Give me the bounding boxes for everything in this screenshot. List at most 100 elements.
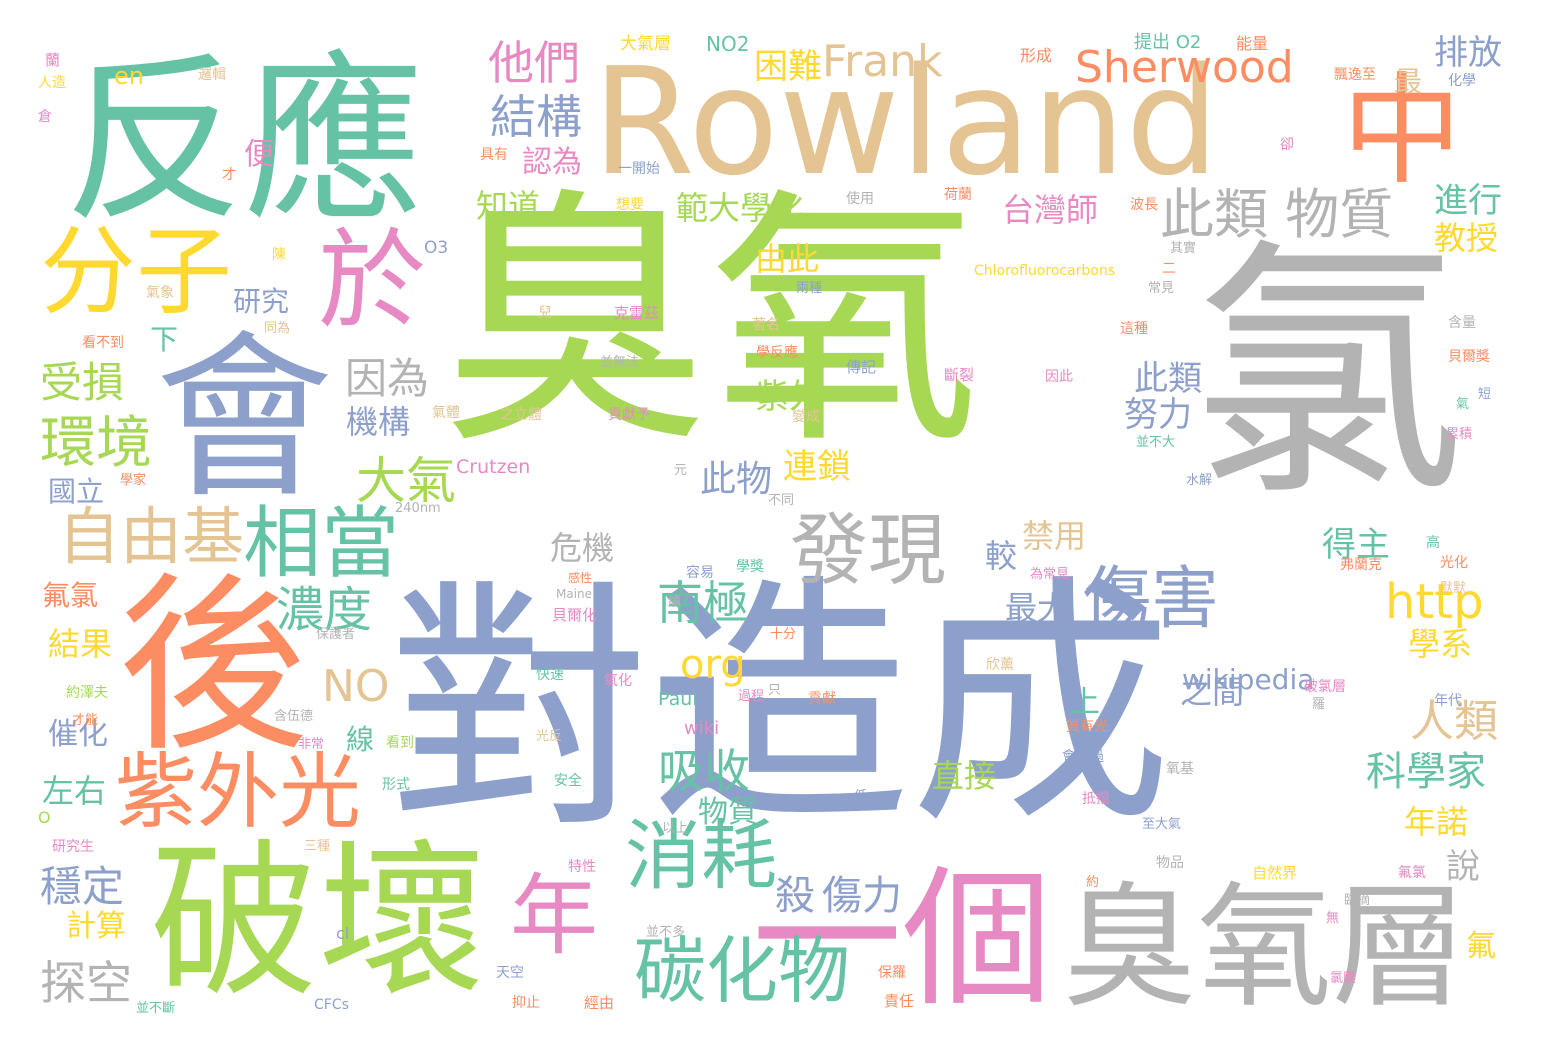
word-renlei: 人類 xyxy=(1410,696,1498,747)
word-rongyi: 容易 xyxy=(686,565,714,581)
word-shangli: 傷力 xyxy=(822,873,902,919)
word-fuliu: 氟氯 xyxy=(42,579,99,612)
word-kandao: 看到 xyxy=(386,735,414,751)
word-yikaishi: 一開始 xyxy=(618,161,660,177)
word-no: NO xyxy=(322,661,390,712)
word-xinxun: 欣薰 xyxy=(986,657,1014,673)
word-yishang: 以上 xyxy=(662,821,689,836)
word-qi: 氣 xyxy=(1456,397,1470,412)
word-fenzi: 分子 xyxy=(40,216,232,328)
word-chen: 陳 xyxy=(272,247,286,263)
word-sherwood: Sherwood xyxy=(1075,42,1294,93)
word-dui: 對 xyxy=(388,558,650,863)
word-wu: 無 xyxy=(1326,911,1340,926)
word-bingbuda: 並不大 xyxy=(1136,435,1176,450)
word-lianshuo: 連鎖 xyxy=(783,447,851,487)
word-cl: cl xyxy=(336,924,350,943)
word-changjian: 常見 xyxy=(1148,281,1175,296)
word-dezhu: 得主 xyxy=(1322,525,1390,565)
word-o3: O3 xyxy=(424,238,449,258)
word-yanjiusheng: 研究生 xyxy=(52,839,94,855)
word-zuida: 最大 xyxy=(1005,589,1070,627)
word-jinyong: 禁用 xyxy=(1022,517,1087,555)
word-jingyou: 經由 xyxy=(584,994,615,1012)
word-kuaisu: 快速 xyxy=(536,667,564,683)
word-weiji: 危機 xyxy=(550,529,615,567)
word-zhidao: 知道 xyxy=(476,187,541,225)
word-leiji: 累積 xyxy=(1446,427,1473,442)
word-nuli: 努力 xyxy=(1124,395,1192,435)
word-crutzen: Crutzen xyxy=(456,456,531,478)
word-duan: 短 xyxy=(1478,387,1492,402)
word-piaoyizhi: 飄逸至 xyxy=(1334,67,1376,83)
word-xian: 線 xyxy=(346,723,375,756)
word-qiti: 氣體 xyxy=(432,405,460,421)
word-bingbuduo: 並不多 xyxy=(646,925,686,940)
word-jiegou: 結構 xyxy=(490,90,582,144)
word-zuoyou: 左右 xyxy=(42,772,107,810)
word-xuexi: 學系 xyxy=(1408,625,1473,663)
word-cilei-wuzhi: 此類 物質 xyxy=(1160,183,1394,246)
word-yinwei: 因為 xyxy=(345,354,430,403)
word-youci: 由此 xyxy=(755,240,820,278)
word-bochang: 波長 xyxy=(1130,197,1158,213)
word-fanying: 反應 xyxy=(64,37,425,246)
word-gao: 高 xyxy=(1426,535,1440,551)
word-anquan: 安全 xyxy=(554,773,582,789)
word-renzao: 人造 xyxy=(38,75,66,91)
word-nanji: 南極 xyxy=(657,576,749,630)
word-jiao: 較 xyxy=(985,537,1018,575)
word-qixiang: 氣象 xyxy=(146,285,174,301)
word-xiaohao: 消耗 xyxy=(625,811,777,900)
word-hanliang: 含量 xyxy=(1448,315,1476,331)
word-nian: 年 xyxy=(510,864,599,967)
word-luo: 羅 xyxy=(1312,697,1326,712)
word-fu: 氟 xyxy=(1466,929,1496,964)
word-helan: 荷蘭 xyxy=(944,187,972,203)
word-beierhua: 貝爾化 xyxy=(552,606,598,624)
word-momo: 默默 xyxy=(1440,581,1467,596)
word-xingcheng: 形成 xyxy=(1020,46,1053,65)
word-duanlie: 斷裂 xyxy=(944,366,975,384)
word-fuliu-pink: 氟氯 xyxy=(1398,865,1426,881)
word-rowland: Rowland xyxy=(592,36,1220,208)
word-en: en xyxy=(114,62,144,90)
word-xingshi: 形式 xyxy=(382,777,410,793)
word-cfcs: CFCs xyxy=(314,997,349,1013)
word-kanbudao: 看不到 xyxy=(82,335,124,351)
word-zhuanji: 傳記 xyxy=(846,358,877,376)
word-qishi: 其實 xyxy=(1170,241,1197,256)
word-butong: 不同 xyxy=(768,493,795,508)
word-cuihua: 催化 xyxy=(48,717,108,752)
word-guocheng: 過程 xyxy=(738,689,765,704)
word-jinxing: 進行 xyxy=(1434,181,1502,221)
word-linzhai: 臨摘 xyxy=(1344,893,1371,908)
word-ziranjie: 自然界 xyxy=(1252,864,1298,882)
word-ziwai: 紫外 xyxy=(755,377,823,417)
word-cfc-long: Chlorofluorocarbons xyxy=(974,263,1116,279)
word-daqiceng: 大氣層 xyxy=(620,34,671,54)
word-wuzhi-small: 物質 xyxy=(698,795,758,830)
word-zeren: 責任 xyxy=(884,992,915,1010)
word-faxian: 發現 xyxy=(790,506,947,596)
word-lvmo: 氯膜 xyxy=(1330,971,1357,986)
word-yige: 一個 xyxy=(752,853,1053,1027)
word-bingbuduan: 並不斷 xyxy=(136,1001,176,1016)
word-zhuming: 著名 xyxy=(752,317,780,333)
word-o: O xyxy=(38,808,51,827)
word-xuefanying: 學反應 xyxy=(756,345,798,361)
word-ziwaiguang: 紫外光 xyxy=(115,745,362,840)
word-shang: 上 xyxy=(1070,685,1100,720)
word-jiaoshou: 教授 xyxy=(1434,219,1499,257)
word-no2: NO2 xyxy=(706,32,750,56)
word-pohuai: 破壞 xyxy=(150,824,486,1020)
word-yinci: 因此 xyxy=(1045,369,1073,385)
word-di: 低 xyxy=(854,789,868,804)
word-wiki: wiki xyxy=(684,718,720,739)
word-fulanke: 弗蘭克 xyxy=(1340,557,1382,573)
word-kunnan: 困難 xyxy=(754,47,822,87)
word-que: 卻 xyxy=(1280,137,1294,153)
word-yanjiu: 研究 xyxy=(233,285,290,318)
word-xuejia: 學家 xyxy=(120,473,147,488)
